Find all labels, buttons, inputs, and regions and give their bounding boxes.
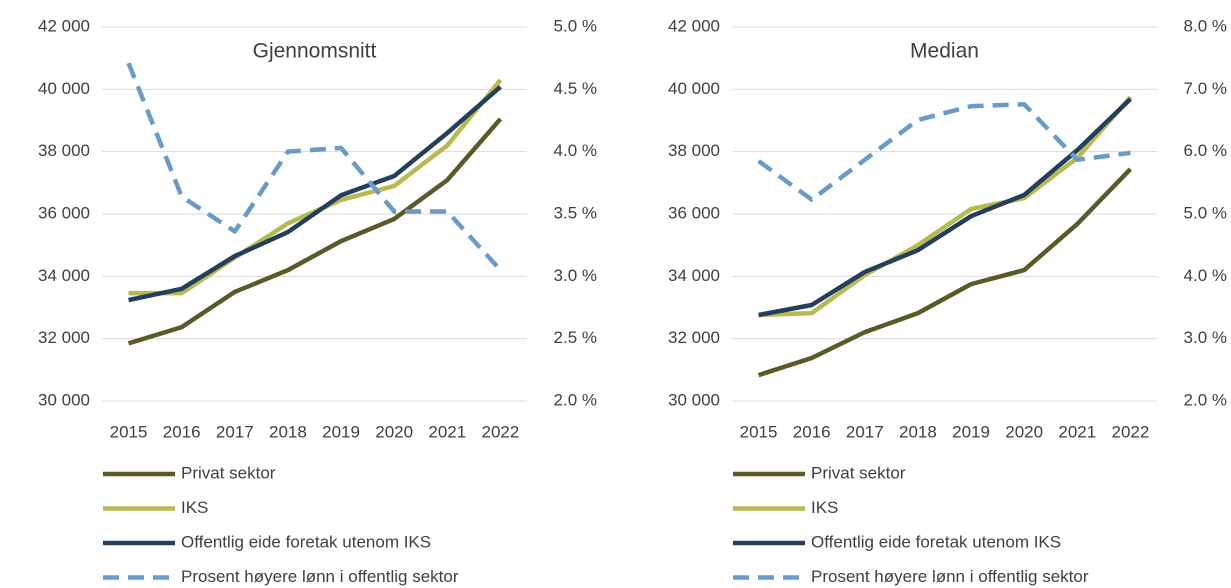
series-line [758, 95, 1133, 318]
y2-tick-label: 4.0 % [554, 141, 597, 160]
x-tick-label: 2019 [952, 422, 990, 441]
y2-tick-label: 4.5 % [554, 79, 597, 98]
legend-label: Offentlig eide foretak utenom IKS [181, 532, 431, 551]
x-tick-label: 2019 [322, 422, 360, 441]
x-tick-label: 2020 [375, 422, 413, 441]
x-tick-label: 2017 [846, 422, 884, 441]
y2-tick-label: 4.0 % [1184, 266, 1227, 285]
y-tick-label: 36 000 [38, 203, 90, 222]
x-tick-label: 2018 [899, 422, 937, 441]
y-tick-label: 34 000 [38, 266, 90, 285]
legend-label: Privat sektor [181, 463, 276, 482]
y-tick-label: 42 000 [38, 16, 90, 35]
series-line [758, 97, 1132, 318]
series-line [127, 117, 503, 346]
y2-tick-label: 3.5 % [554, 203, 597, 222]
x-tick-label: 2020 [1005, 422, 1043, 441]
y2-tick-label: 3.0 % [554, 266, 597, 285]
x-tick-label: 2016 [163, 422, 201, 441]
legend-label: Offentlig eide foretak utenom IKS [811, 532, 1061, 551]
legend-label: Privat sektor [811, 463, 906, 482]
x-tick-label: 2015 [110, 422, 148, 441]
y2-tick-label: 8.0 % [1184, 16, 1227, 35]
y-tick-label: 38 000 [38, 141, 90, 160]
y2-tick-label: 5.0 % [1184, 203, 1227, 222]
x-tick-label: 2015 [740, 422, 778, 441]
legend-label: Prosent høyere lønn i offentlig sektor [811, 567, 1089, 586]
y2-tick-label: 3.0 % [1184, 328, 1227, 347]
y2-tick-label: 7.0 % [1184, 79, 1227, 98]
series-line [757, 167, 1133, 378]
y-tick-label: 40 000 [668, 79, 720, 98]
x-tick-label: 2018 [269, 422, 307, 441]
x-tick-label: 2017 [216, 422, 254, 441]
y-tick-label: 40 000 [38, 79, 90, 98]
legend-label: Prosent høyere lønn i offentlig sektor [181, 567, 459, 586]
y2-tick-label: 6.0 % [1184, 141, 1227, 160]
x-tick-label: 2022 [1112, 422, 1150, 441]
y-tick-label: 38 000 [668, 141, 720, 160]
x-tick-label: 2021 [1058, 422, 1096, 441]
y2-tick-label: 2.0 % [554, 390, 597, 409]
chart-title: Gjennomsnitt [253, 40, 377, 63]
y-tick-label: 32 000 [668, 328, 720, 347]
x-tick-label: 2016 [793, 422, 831, 441]
y-tick-label: 30 000 [38, 390, 90, 409]
series-line [126, 62, 503, 272]
legend-label: IKS [811, 498, 838, 517]
y-tick-label: 34 000 [668, 266, 720, 285]
y-tick-label: 36 000 [668, 203, 720, 222]
y2-tick-label: 2.0 % [1184, 390, 1227, 409]
y-tick-label: 42 000 [668, 16, 720, 35]
y2-tick-label: 5.0 % [554, 16, 597, 35]
y-tick-label: 32 000 [38, 328, 90, 347]
y2-tick-label: 2.5 % [554, 328, 597, 347]
series-line [128, 85, 502, 303]
chart-title: Median [910, 40, 979, 63]
legend-label: IKS [181, 498, 208, 517]
series-line [757, 102, 1131, 202]
y-tick-label: 30 000 [668, 390, 720, 409]
x-tick-label: 2021 [428, 422, 466, 441]
series-line [128, 78, 503, 296]
x-tick-label: 2022 [482, 422, 520, 441]
